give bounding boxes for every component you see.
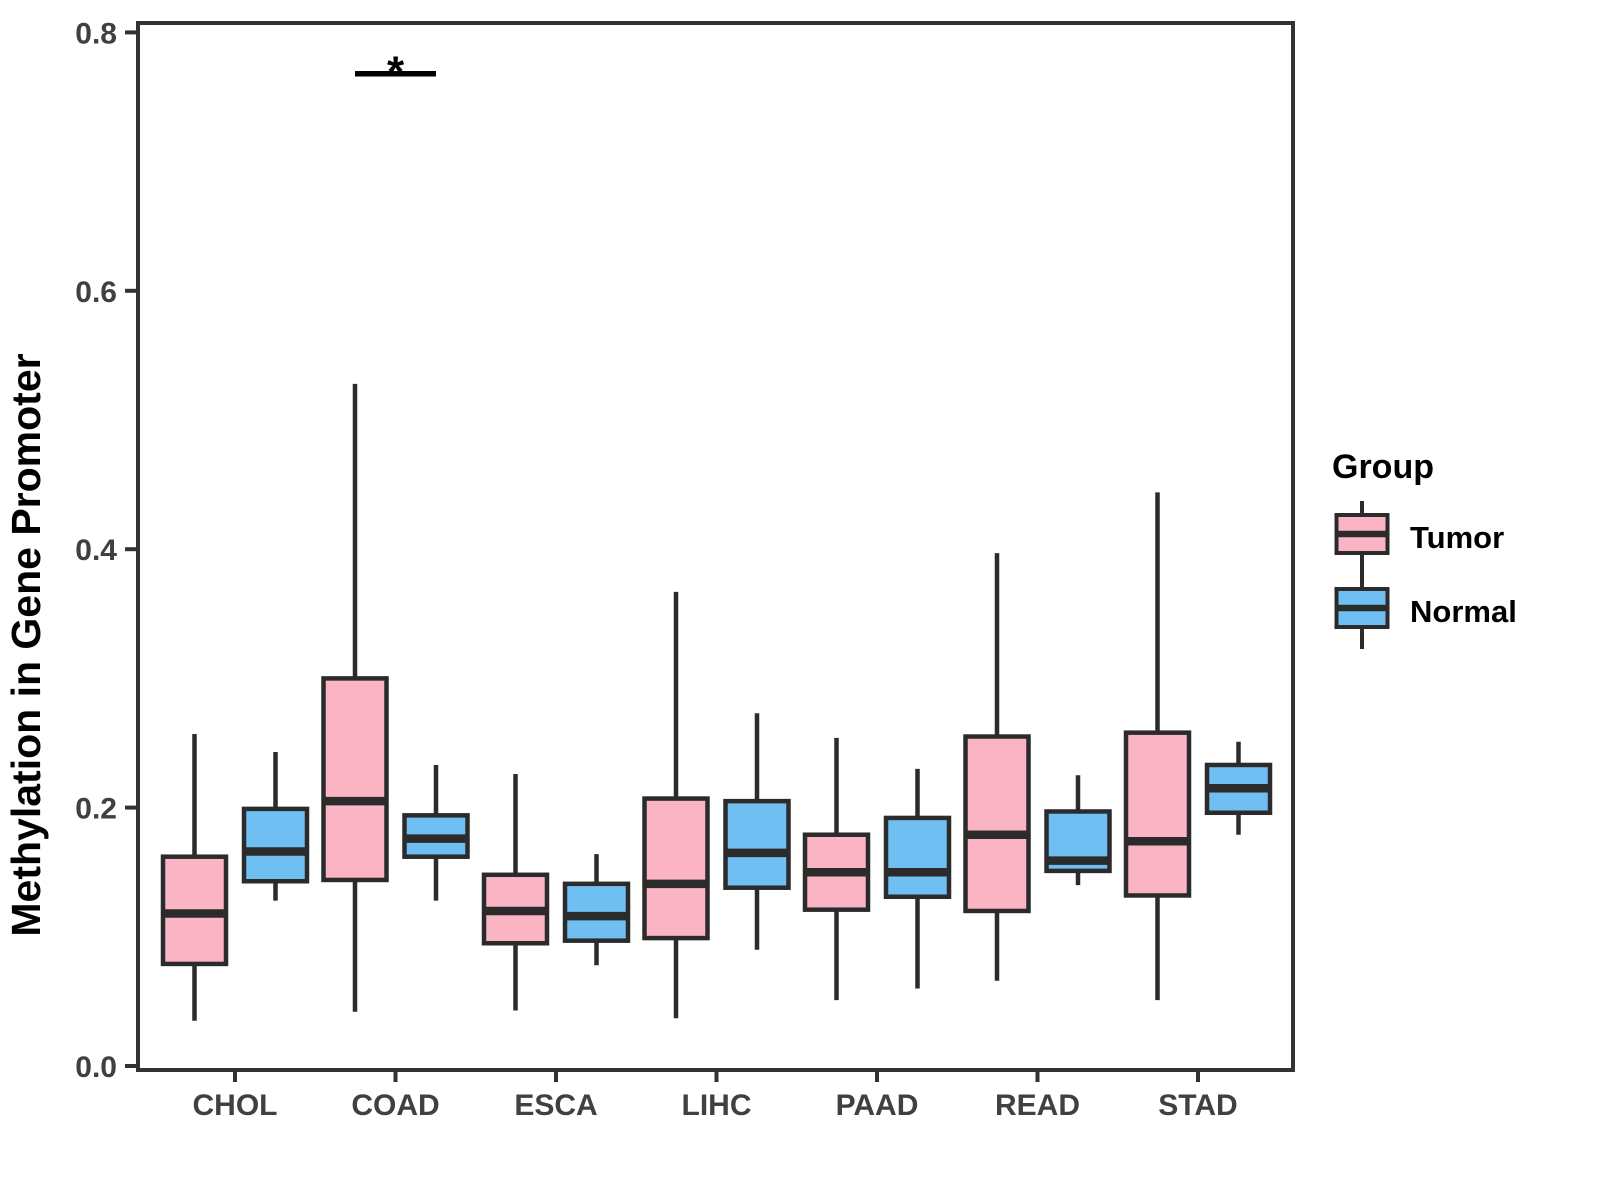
plot-panel: 0.0 0.2 0.4 0.6 0.8 CHOL COAD ESCA LIHC PAAD READ S… (75, 17, 1295, 1122)
box-read-tumor (963, 734, 1031, 914)
legend-title: Group (1332, 448, 1434, 486)
x-tick-label-stad: STAD (1158, 1089, 1237, 1122)
x-tick-label-chol: CHOL (193, 1089, 278, 1122)
normal-boxplot-key-icon (1334, 575, 1390, 649)
x-tick-label-coad: COAD (351, 1089, 439, 1122)
box-lihc-tumor (642, 796, 710, 941)
x-tick-label-paad: PAAD (836, 1089, 919, 1122)
x-tick-label-lihc: LIHC (682, 1089, 752, 1122)
box-chol-normal (241, 806, 310, 884)
panel-border (136, 21, 1295, 1072)
y-tick-label: 0.4 (75, 534, 117, 567)
y-axis-title: Methylation in Gene Promoter (3, 353, 49, 936)
legend-item-tumor: Tumor (1332, 501, 1572, 575)
legend-item-label-normal: Normal (1410, 594, 1517, 629)
y-tick-label: 0.6 (75, 276, 117, 309)
box-stad-tumor (1123, 730, 1192, 898)
legend-item-label-tumor: Tumor (1410, 520, 1505, 555)
legend-item-normal: Normal (1332, 575, 1572, 649)
box-lihc-normal (723, 798, 791, 890)
box-coad-tumor (321, 676, 389, 883)
x-tick-label-esca: ESCA (514, 1089, 597, 1122)
legend: Group Tumor Normal (1332, 448, 1572, 649)
tumor-boxplot-key-icon (1334, 501, 1390, 575)
y-tick-label: 0.8 (75, 17, 117, 50)
significance-label-coad: * (387, 48, 405, 97)
y-tick-label: 0.2 (75, 793, 117, 826)
x-tick-label-read: READ (995, 1089, 1080, 1122)
box-paad-normal (883, 815, 952, 899)
y-tick-label: 0.0 (75, 1051, 117, 1084)
